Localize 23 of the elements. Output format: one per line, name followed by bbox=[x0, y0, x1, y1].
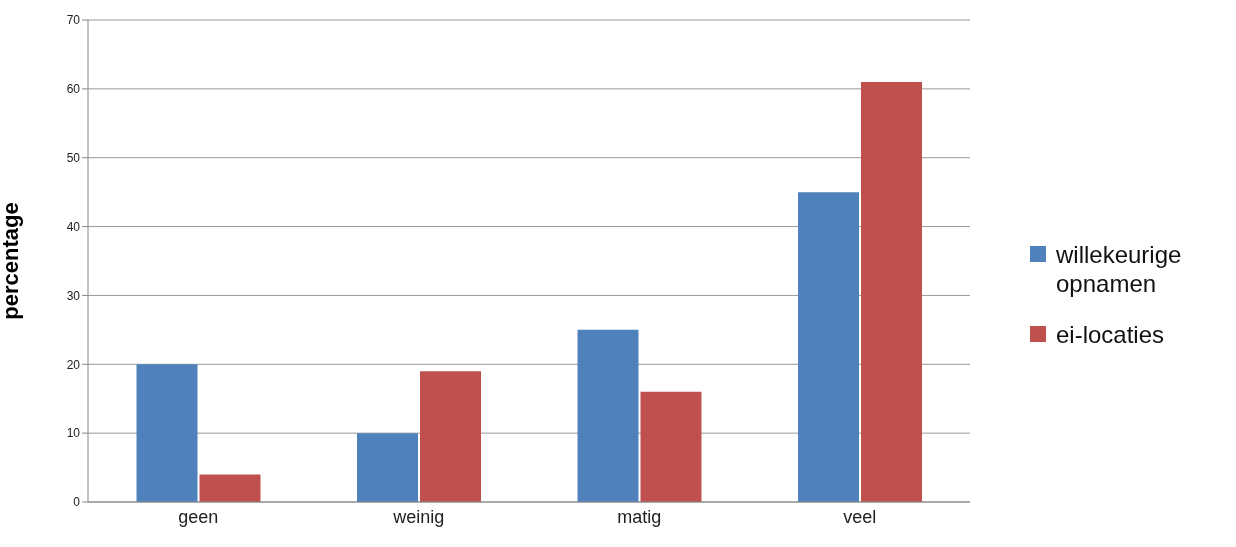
x-tick-label: geen bbox=[178, 506, 219, 527]
y-tick-label: 40 bbox=[66, 219, 81, 234]
bar bbox=[136, 364, 198, 502]
y-tick-label: 20 bbox=[66, 357, 81, 372]
y-tick-label: 60 bbox=[66, 82, 81, 97]
bar bbox=[199, 474, 261, 502]
x-tick-label: matig bbox=[617, 506, 662, 527]
y-tick-label: 0 bbox=[73, 495, 81, 510]
y-tick-label: 10 bbox=[66, 426, 81, 441]
x-tick-label: weinig bbox=[392, 506, 445, 527]
y-axis-title: percentage bbox=[0, 202, 23, 320]
y-tick-label: 30 bbox=[66, 288, 81, 303]
bar bbox=[640, 391, 702, 502]
y-tick-label: 50 bbox=[66, 150, 81, 165]
legend-label: willekeurige opnamen bbox=[1056, 240, 1183, 298]
bar bbox=[357, 433, 419, 502]
y-tick-label: 70 bbox=[66, 13, 81, 28]
legend-label: ei-locaties bbox=[1056, 320, 1166, 349]
bar bbox=[577, 329, 639, 502]
x-tick-label: veel bbox=[843, 506, 877, 527]
bar bbox=[861, 81, 923, 502]
bar bbox=[798, 192, 860, 502]
bar bbox=[420, 371, 482, 502]
